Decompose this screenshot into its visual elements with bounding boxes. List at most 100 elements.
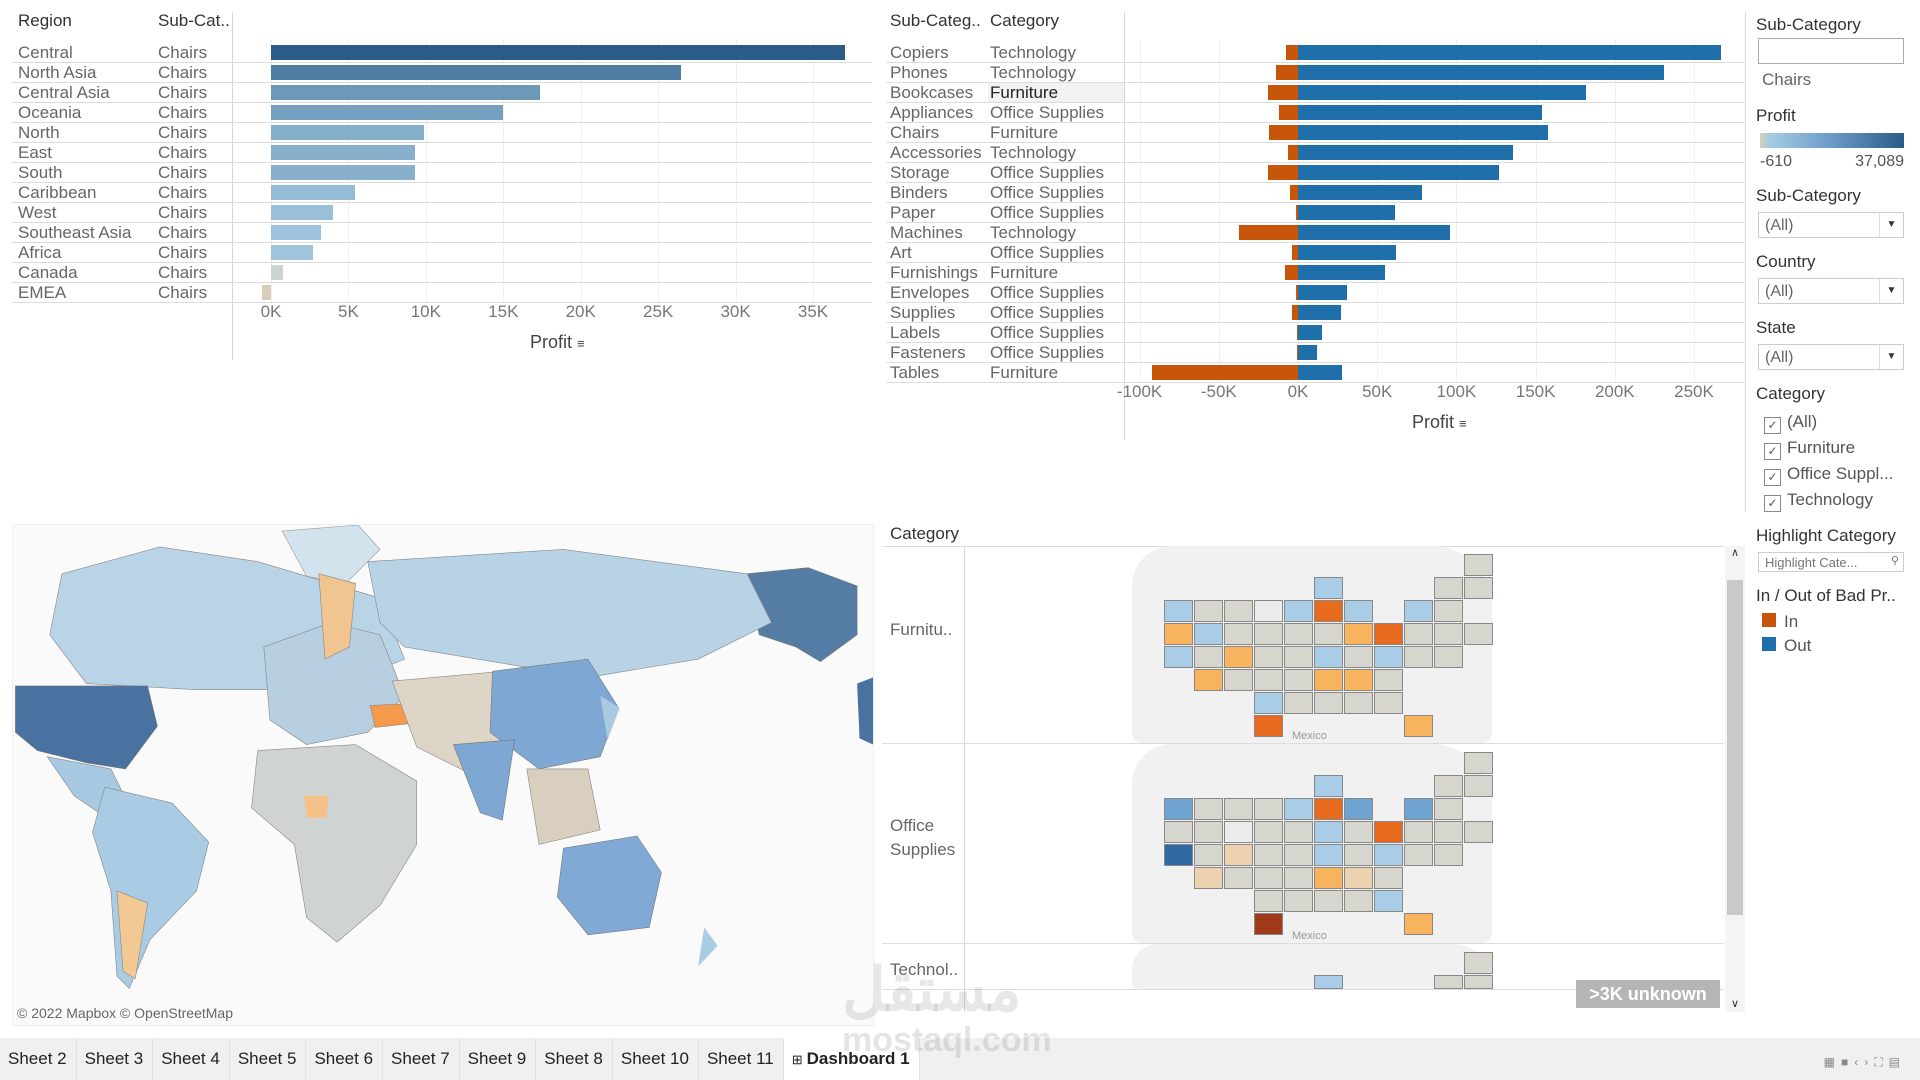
sheet-tab[interactable]: Sheet 11 <box>699 1038 784 1080</box>
category-option-technology[interactable]: ✓ Technology <box>1764 490 1873 512</box>
chevron-down-icon[interactable]: ▼ <box>1879 279 1903 303</box>
state-va[interactable] <box>1374 844 1403 866</box>
subcategory-label[interactable]: Binders <box>890 183 948 202</box>
region-header[interactable]: Region <box>18 11 72 30</box>
subcategory-label[interactable]: Tables <box>890 363 940 382</box>
category-label[interactable]: Technology <box>990 63 1077 82</box>
state-wa[interactable] <box>1164 600 1193 622</box>
sheet-tab[interactable]: Sheet 5 <box>230 1038 307 1080</box>
legend-item-in[interactable]: In <box>1762 612 1798 632</box>
highlight-input[interactable] <box>1759 553 1879 571</box>
state-il[interactable] <box>1314 600 1343 622</box>
region-label[interactable]: Southeast Asia <box>18 223 132 242</box>
state-mn[interactable] <box>1284 798 1313 820</box>
sheet-tab[interactable]: ⊞ Dashboard 1 <box>783 1038 920 1080</box>
category-header[interactable]: Category <box>990 11 1059 30</box>
subcategory-label[interactable]: Envelopes <box>890 283 970 302</box>
subcategory-label[interactable]: Storage <box>890 163 950 182</box>
region-label[interactable]: Caribbean <box>18 183 97 202</box>
scrollbar-thumb[interactable] <box>1727 580 1743 915</box>
state-al[interactable] <box>1344 692 1373 714</box>
positive-profit-bar[interactable] <box>1298 185 1422 200</box>
state-nc[interactable] <box>1344 669 1373 691</box>
region-label[interactable]: North <box>18 123 60 142</box>
state-ri[interactable] <box>1464 623 1493 645</box>
region-label[interactable]: Central Asia <box>18 83 110 102</box>
state-ia[interactable] <box>1284 623 1313 645</box>
subcategory-label[interactable]: Bookcases <box>890 83 974 102</box>
chevron-down-icon[interactable]: ▼ <box>1879 213 1903 237</box>
subcat-selected-value[interactable]: Chairs <box>1762 70 1812 89</box>
unknown-locations-badge[interactable]: >3K unknown <box>1576 980 1720 1008</box>
profit-bar[interactable] <box>271 205 333 220</box>
state-ia[interactable] <box>1284 821 1313 843</box>
positive-profit-bar[interactable] <box>1298 205 1395 220</box>
state-sc[interactable] <box>1374 867 1403 889</box>
state-vt[interactable] <box>1434 775 1463 797</box>
sheet-tab[interactable]: Sheet 6 <box>306 1038 384 1080</box>
category-label[interactable]: Office Supplies <box>990 243 1105 262</box>
subcategory-label[interactable]: Chairs <box>158 243 208 262</box>
state-tx[interactable] <box>1254 913 1283 935</box>
state-wa[interactable] <box>1164 798 1193 820</box>
x-axis-title[interactable]: Profit ≡ <box>530 332 585 353</box>
positive-profit-bar[interactable] <box>1298 345 1317 360</box>
state-nv[interactable] <box>1194 821 1223 843</box>
region-label[interactable]: Africa <box>18 243 62 262</box>
state-ms[interactable] <box>1314 890 1343 912</box>
state-tx[interactable] <box>1254 715 1283 737</box>
state-ok[interactable] <box>1254 692 1283 714</box>
state-ga[interactable] <box>1374 692 1403 714</box>
state-va[interactable] <box>1374 646 1403 668</box>
category-label[interactable]: Furniture <box>990 83 1059 102</box>
state-ri[interactable] <box>1464 821 1493 843</box>
subcategory-label[interactable]: Chairs <box>158 63 208 82</box>
state-mi[interactable] <box>1344 600 1373 622</box>
category-map-panel[interactable]: Office Supplies Mexico <box>882 744 1724 944</box>
state-nd[interactable] <box>1254 600 1283 622</box>
profit-bar[interactable] <box>271 225 321 240</box>
state-fl[interactable] <box>1404 715 1433 737</box>
category-label[interactable]: Technology <box>990 43 1077 62</box>
state-id[interactable] <box>1194 600 1223 622</box>
negative-profit-bar[interactable] <box>1287 145 1298 160</box>
negative-profit-bar[interactable] <box>1269 125 1298 140</box>
subcategory-label[interactable]: Art <box>890 243 912 262</box>
profit-bar[interactable] <box>271 85 541 100</box>
prev-icon[interactable]: ‹ <box>1854 1055 1865 1069</box>
state-wy[interactable] <box>1224 623 1253 645</box>
scroll-down-icon[interactable]: ∨ <box>1730 998 1740 1010</box>
negative-profit-bar[interactable] <box>1295 285 1298 300</box>
state-oh[interactable] <box>1344 821 1373 843</box>
negative-profit-bar[interactable] <box>1267 85 1298 100</box>
state-nm[interactable] <box>1224 669 1253 691</box>
positive-profit-bar[interactable] <box>1298 125 1549 140</box>
state-fl[interactable] <box>1404 913 1433 935</box>
subcategory-label[interactable]: Appliances <box>890 103 974 122</box>
category-label[interactable]: Furniture <box>990 263 1059 282</box>
grid-view-icon[interactable]: ▦ <box>1823 1055 1841 1069</box>
sort-descending-icon[interactable]: ≡ <box>577 336 585 351</box>
state-nj[interactable] <box>1404 623 1433 645</box>
state-il[interactable] <box>1314 798 1343 820</box>
negative-profit-bar[interactable] <box>1295 205 1298 220</box>
positive-profit-bar[interactable] <box>1298 305 1341 320</box>
subcategory-label[interactable]: Chairs <box>158 283 208 302</box>
positive-profit-bar[interactable] <box>1298 105 1542 120</box>
state-or[interactable] <box>1164 623 1193 645</box>
negative-profit-bar[interactable] <box>1291 305 1298 320</box>
state-ca[interactable] <box>1164 646 1193 668</box>
profit-bar[interactable] <box>261 285 271 300</box>
state-ma[interactable] <box>1434 600 1463 622</box>
state-tn[interactable] <box>1314 867 1343 889</box>
category-label[interactable]: Office Supplies <box>990 163 1105 182</box>
category-label[interactable]: Office Supplies <box>990 303 1105 322</box>
state-or[interactable] <box>1164 821 1193 843</box>
subcategory-label[interactable]: Furnishings <box>890 263 978 282</box>
state-me[interactable] <box>1464 952 1493 974</box>
world-map-canvas[interactable] <box>13 525 873 1025</box>
negative-profit-bar[interactable] <box>1275 65 1298 80</box>
state-ny[interactable] <box>1404 600 1433 622</box>
state-az[interactable] <box>1194 669 1223 691</box>
subcategory-label[interactable]: Chairs <box>158 103 208 122</box>
